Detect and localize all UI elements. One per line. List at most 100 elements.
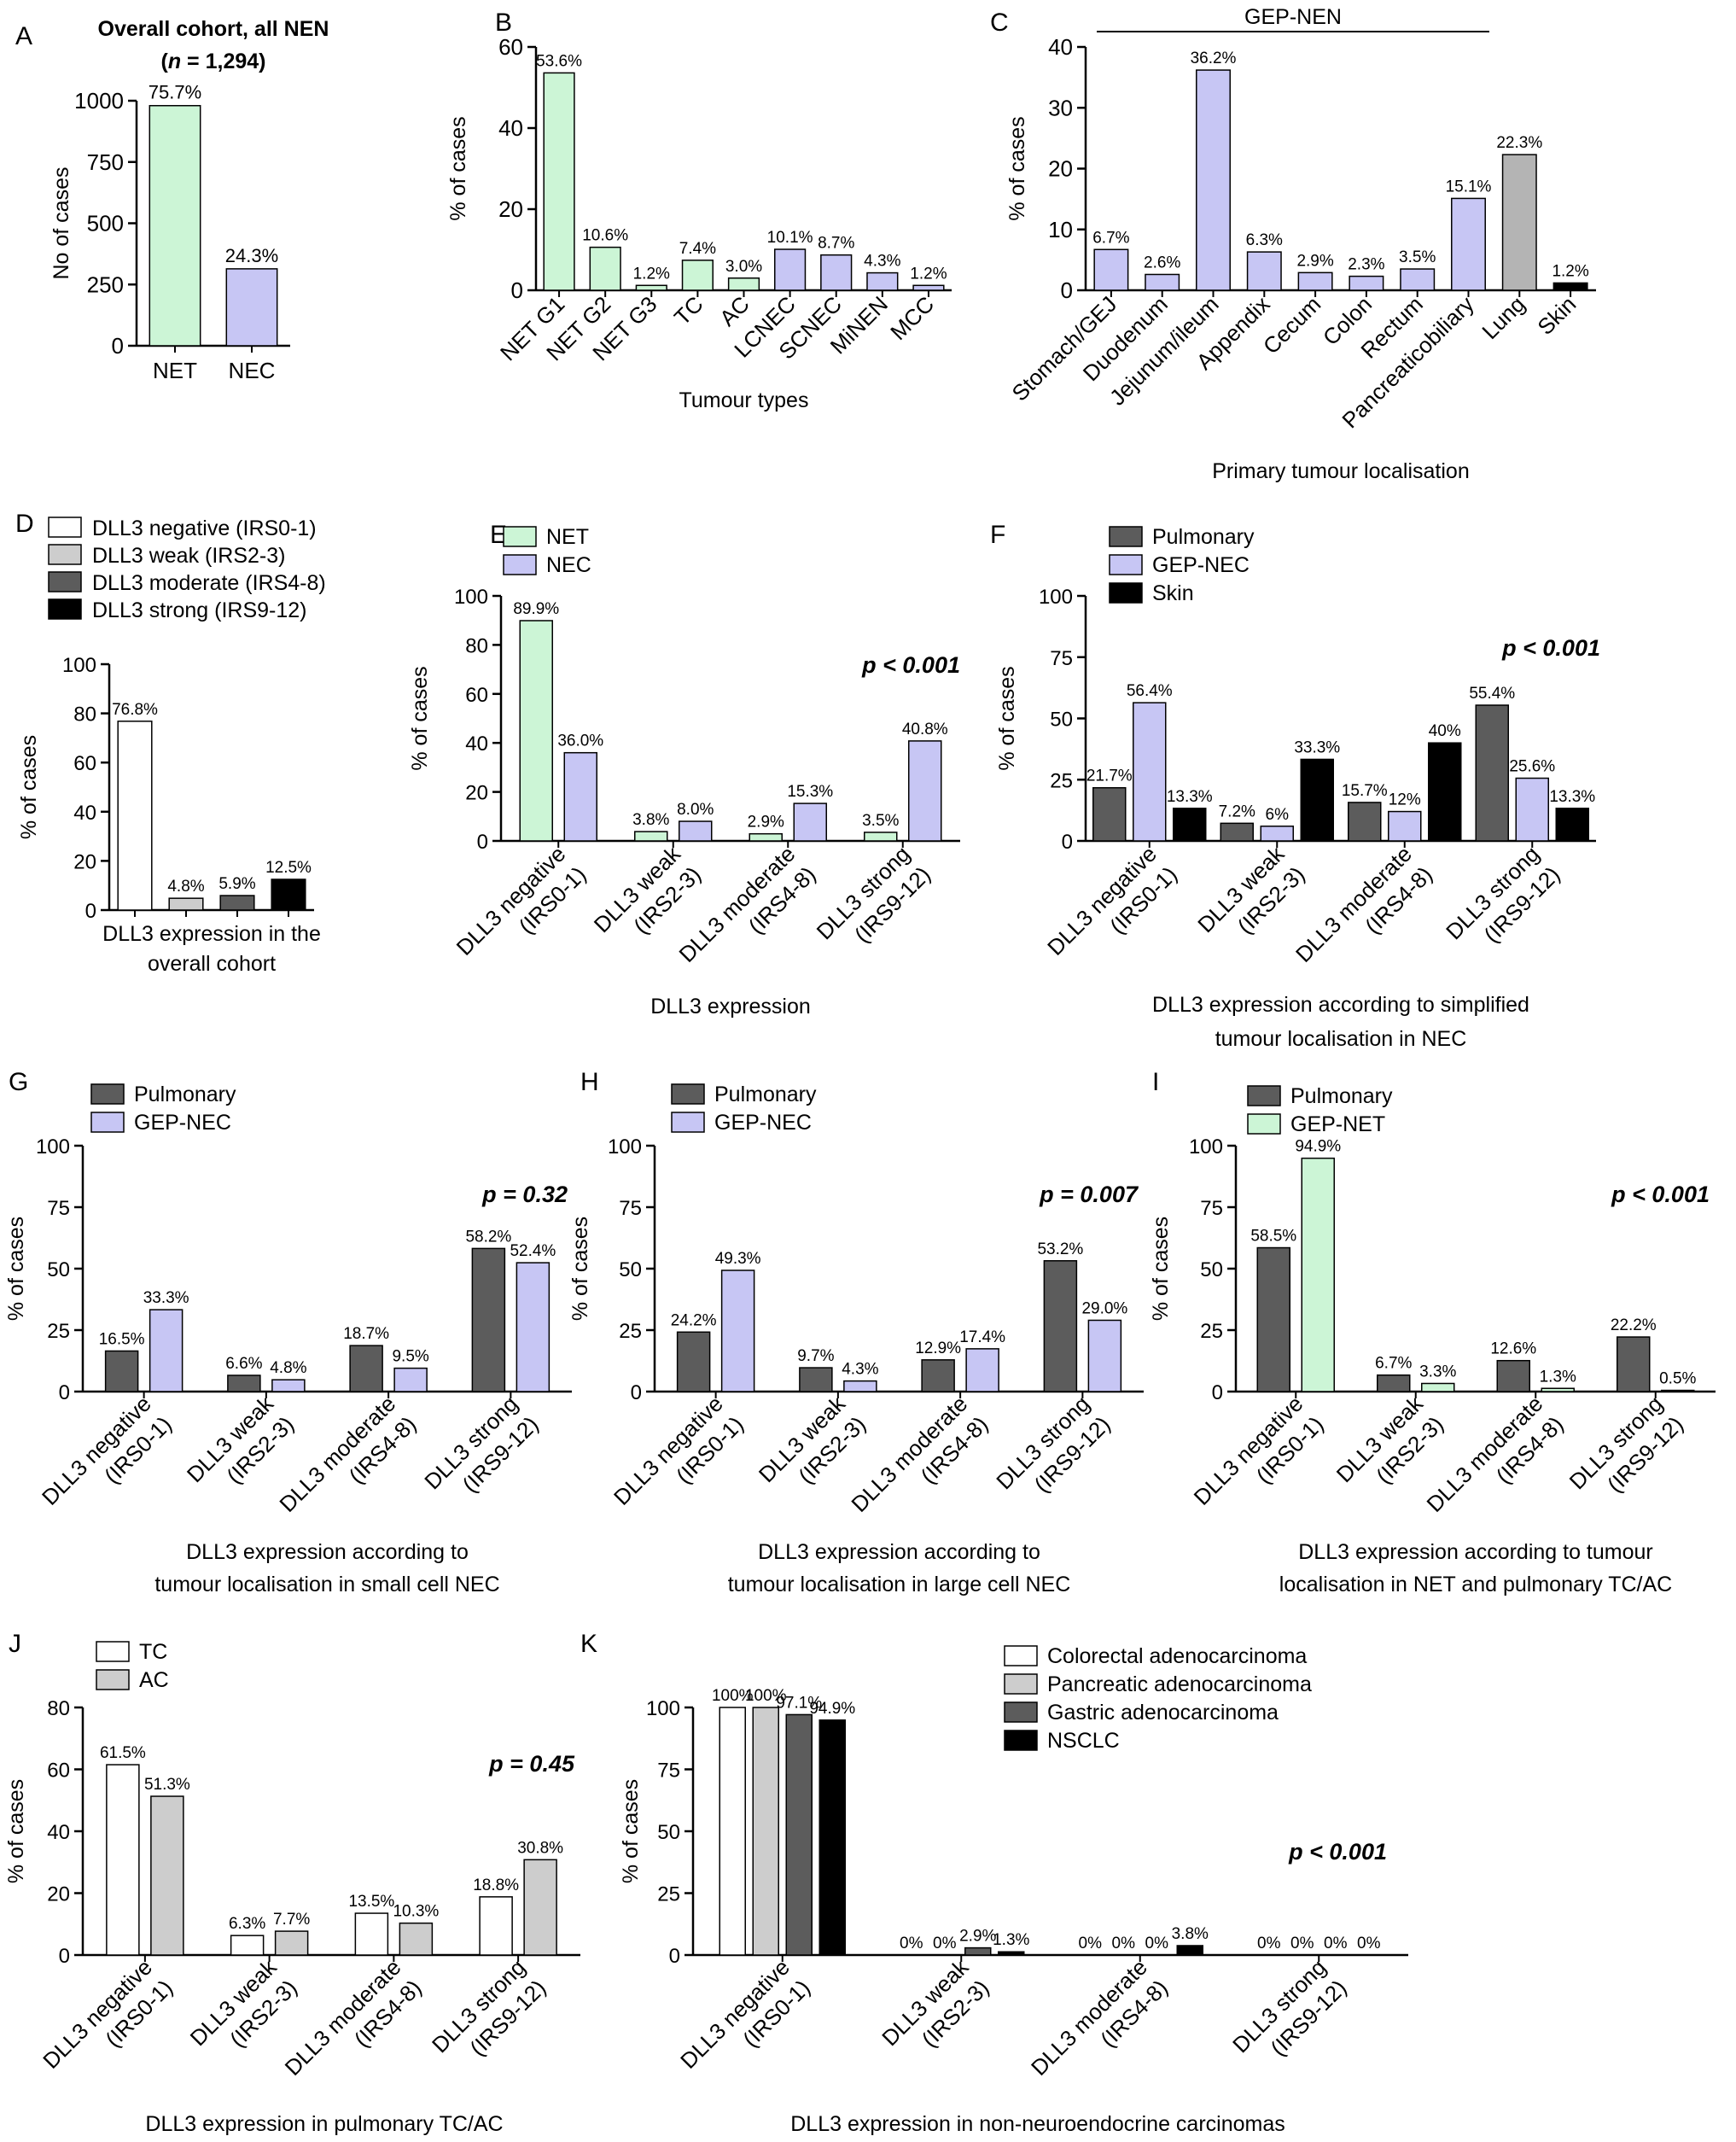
data-label: 3.5% bbox=[1399, 248, 1436, 266]
y-tick-label: 0 bbox=[112, 333, 124, 359]
data-label: 0% bbox=[1112, 1935, 1136, 1952]
data-label: 3.5% bbox=[862, 812, 899, 830]
bar-i bbox=[1496, 1359, 1530, 1392]
bar-i bbox=[1377, 1374, 1411, 1392]
y-tick-label: 25 bbox=[47, 1320, 70, 1343]
data-label: 13.5% bbox=[348, 1893, 394, 1911]
p-value: p = 0.32 bbox=[481, 1182, 568, 1207]
data-label: 97.1% bbox=[776, 1694, 822, 1712]
bar-h bbox=[1043, 1260, 1078, 1392]
panel-c: C 0 10 20 30 40 % of cases 6.7% 2.6% 36.2% 6.3% 2.9… bbox=[990, 5, 1596, 483]
bar-c bbox=[1246, 251, 1282, 291]
bar-g bbox=[393, 1367, 428, 1392]
bar-c bbox=[1297, 271, 1333, 291]
y-tick-label: 1000 bbox=[74, 88, 124, 114]
chart-subtitle: (n = 1,294) bbox=[161, 50, 266, 73]
bar-i bbox=[1421, 1382, 1455, 1392]
bar-e bbox=[679, 820, 713, 842]
data-label: 12.9% bbox=[915, 1339, 961, 1357]
data-label: 1.3% bbox=[1540, 1368, 1576, 1386]
y-tick-label: 20 bbox=[1048, 156, 1073, 182]
panel-d: D 0 20 40 60 80 100 % of cases 76.8% 4.8% 5.9% 12.5… bbox=[15, 510, 326, 976]
y-tick-label: 60 bbox=[47, 1760, 70, 1783]
data-label: 10.3% bbox=[393, 1903, 439, 1921]
y-tick-label: 0 bbox=[631, 1381, 642, 1404]
x-axis-label: Primary tumour localisation bbox=[1212, 459, 1470, 483]
bar-e bbox=[519, 620, 553, 842]
data-label: 7.2% bbox=[1219, 803, 1255, 820]
data-label: 6% bbox=[1266, 806, 1290, 824]
bar-f bbox=[1515, 777, 1549, 842]
chart-title: Overall cohort, all NEN bbox=[98, 17, 329, 41]
bar-k bbox=[719, 1707, 746, 1956]
data-label: 100% bbox=[745, 1687, 787, 1705]
y-tick-label: 25 bbox=[1050, 769, 1073, 792]
y-axis-label: % of cases bbox=[1005, 116, 1029, 220]
bar-c bbox=[1145, 273, 1180, 291]
bar-g bbox=[104, 1350, 139, 1392]
legend-label: NSCLC bbox=[1047, 1729, 1120, 1753]
data-label: 0% bbox=[1257, 1935, 1281, 1952]
legend-swatch bbox=[90, 1112, 125, 1133]
bar-h bbox=[843, 1380, 877, 1392]
bar-b bbox=[681, 260, 714, 291]
bar-a bbox=[149, 104, 201, 347]
x-axis-label: DLL3 expression according to bbox=[758, 1540, 1040, 1564]
panel-letter-i: I bbox=[1152, 1068, 1159, 1096]
bar-h bbox=[921, 1359, 955, 1392]
data-label: 2.9% bbox=[748, 814, 784, 832]
y-tick-label: 0 bbox=[669, 1945, 680, 1968]
panel-g: G 0 25 50 75 100 % of cases 16.5% 6.6% 18.7% 58.2%… bbox=[4, 1068, 572, 1596]
legend-swatch bbox=[503, 526, 537, 547]
legend-swatch bbox=[48, 598, 82, 620]
y-tick-label: 0 bbox=[1062, 831, 1073, 854]
data-label: 18.8% bbox=[473, 1876, 519, 1894]
data-label: 36.0% bbox=[557, 732, 603, 750]
legend-label: Pulmonary bbox=[134, 1083, 236, 1106]
data-label: 12% bbox=[1389, 791, 1421, 809]
bar-c bbox=[1451, 197, 1486, 291]
data-label: 13.3% bbox=[1167, 788, 1213, 806]
bar-d bbox=[271, 878, 306, 911]
panel-letter-b: B bbox=[495, 9, 512, 37]
x-axis-label: tumour localisation in large cell NEC bbox=[728, 1573, 1071, 1596]
bar-j bbox=[354, 1912, 389, 1956]
bar-j bbox=[479, 1896, 513, 1956]
legend-swatch bbox=[96, 1641, 130, 1662]
bar-b bbox=[543, 72, 575, 291]
bar-c bbox=[1196, 69, 1231, 291]
bar-h bbox=[1087, 1319, 1122, 1392]
bar-f bbox=[1348, 802, 1382, 842]
panel-letter-k: K bbox=[580, 1630, 597, 1658]
data-label: 1.2% bbox=[633, 265, 670, 283]
data-label: 8.7% bbox=[818, 235, 854, 253]
data-label: 94.9% bbox=[809, 1700, 855, 1718]
bar-f bbox=[1388, 810, 1422, 842]
data-label: 15.1% bbox=[1446, 178, 1492, 196]
y-axis-label: % of cases bbox=[619, 1779, 643, 1883]
panel-e: E 0 20 40 60 80 100 % of cases 89.9% 3.8% 2.9% 3.5%… bbox=[408, 521, 960, 1018]
y-tick-label: 100 bbox=[36, 1135, 70, 1159]
data-label: 0% bbox=[1079, 1935, 1103, 1952]
subtitle-part: n bbox=[168, 50, 181, 73]
legend-swatch bbox=[48, 571, 82, 592]
bar-f bbox=[1260, 826, 1294, 842]
p-value: p = 0.007 bbox=[1039, 1182, 1139, 1207]
legend-label: NET bbox=[546, 525, 589, 549]
bar-b bbox=[635, 284, 667, 291]
bar-d bbox=[168, 897, 204, 911]
data-label: 1.2% bbox=[1552, 262, 1588, 280]
bar-b bbox=[820, 254, 853, 291]
data-label: 6.3% bbox=[1246, 231, 1283, 249]
data-label: 7.7% bbox=[273, 1911, 310, 1929]
bar-k bbox=[964, 1946, 992, 1956]
data-label: 4.8% bbox=[270, 1359, 306, 1377]
panel-letter-a: A bbox=[15, 22, 32, 50]
subtitle-part: = 1,294) bbox=[181, 50, 265, 73]
bar-j bbox=[523, 1859, 557, 1956]
legend-label: NEC bbox=[546, 553, 591, 577]
y-tick-label: 0 bbox=[1212, 1381, 1223, 1404]
x-axis-label: DLL3 expression according to tumour bbox=[1298, 1540, 1653, 1564]
data-label: 8.0% bbox=[677, 801, 714, 819]
data-label: 61.5% bbox=[100, 1744, 146, 1762]
